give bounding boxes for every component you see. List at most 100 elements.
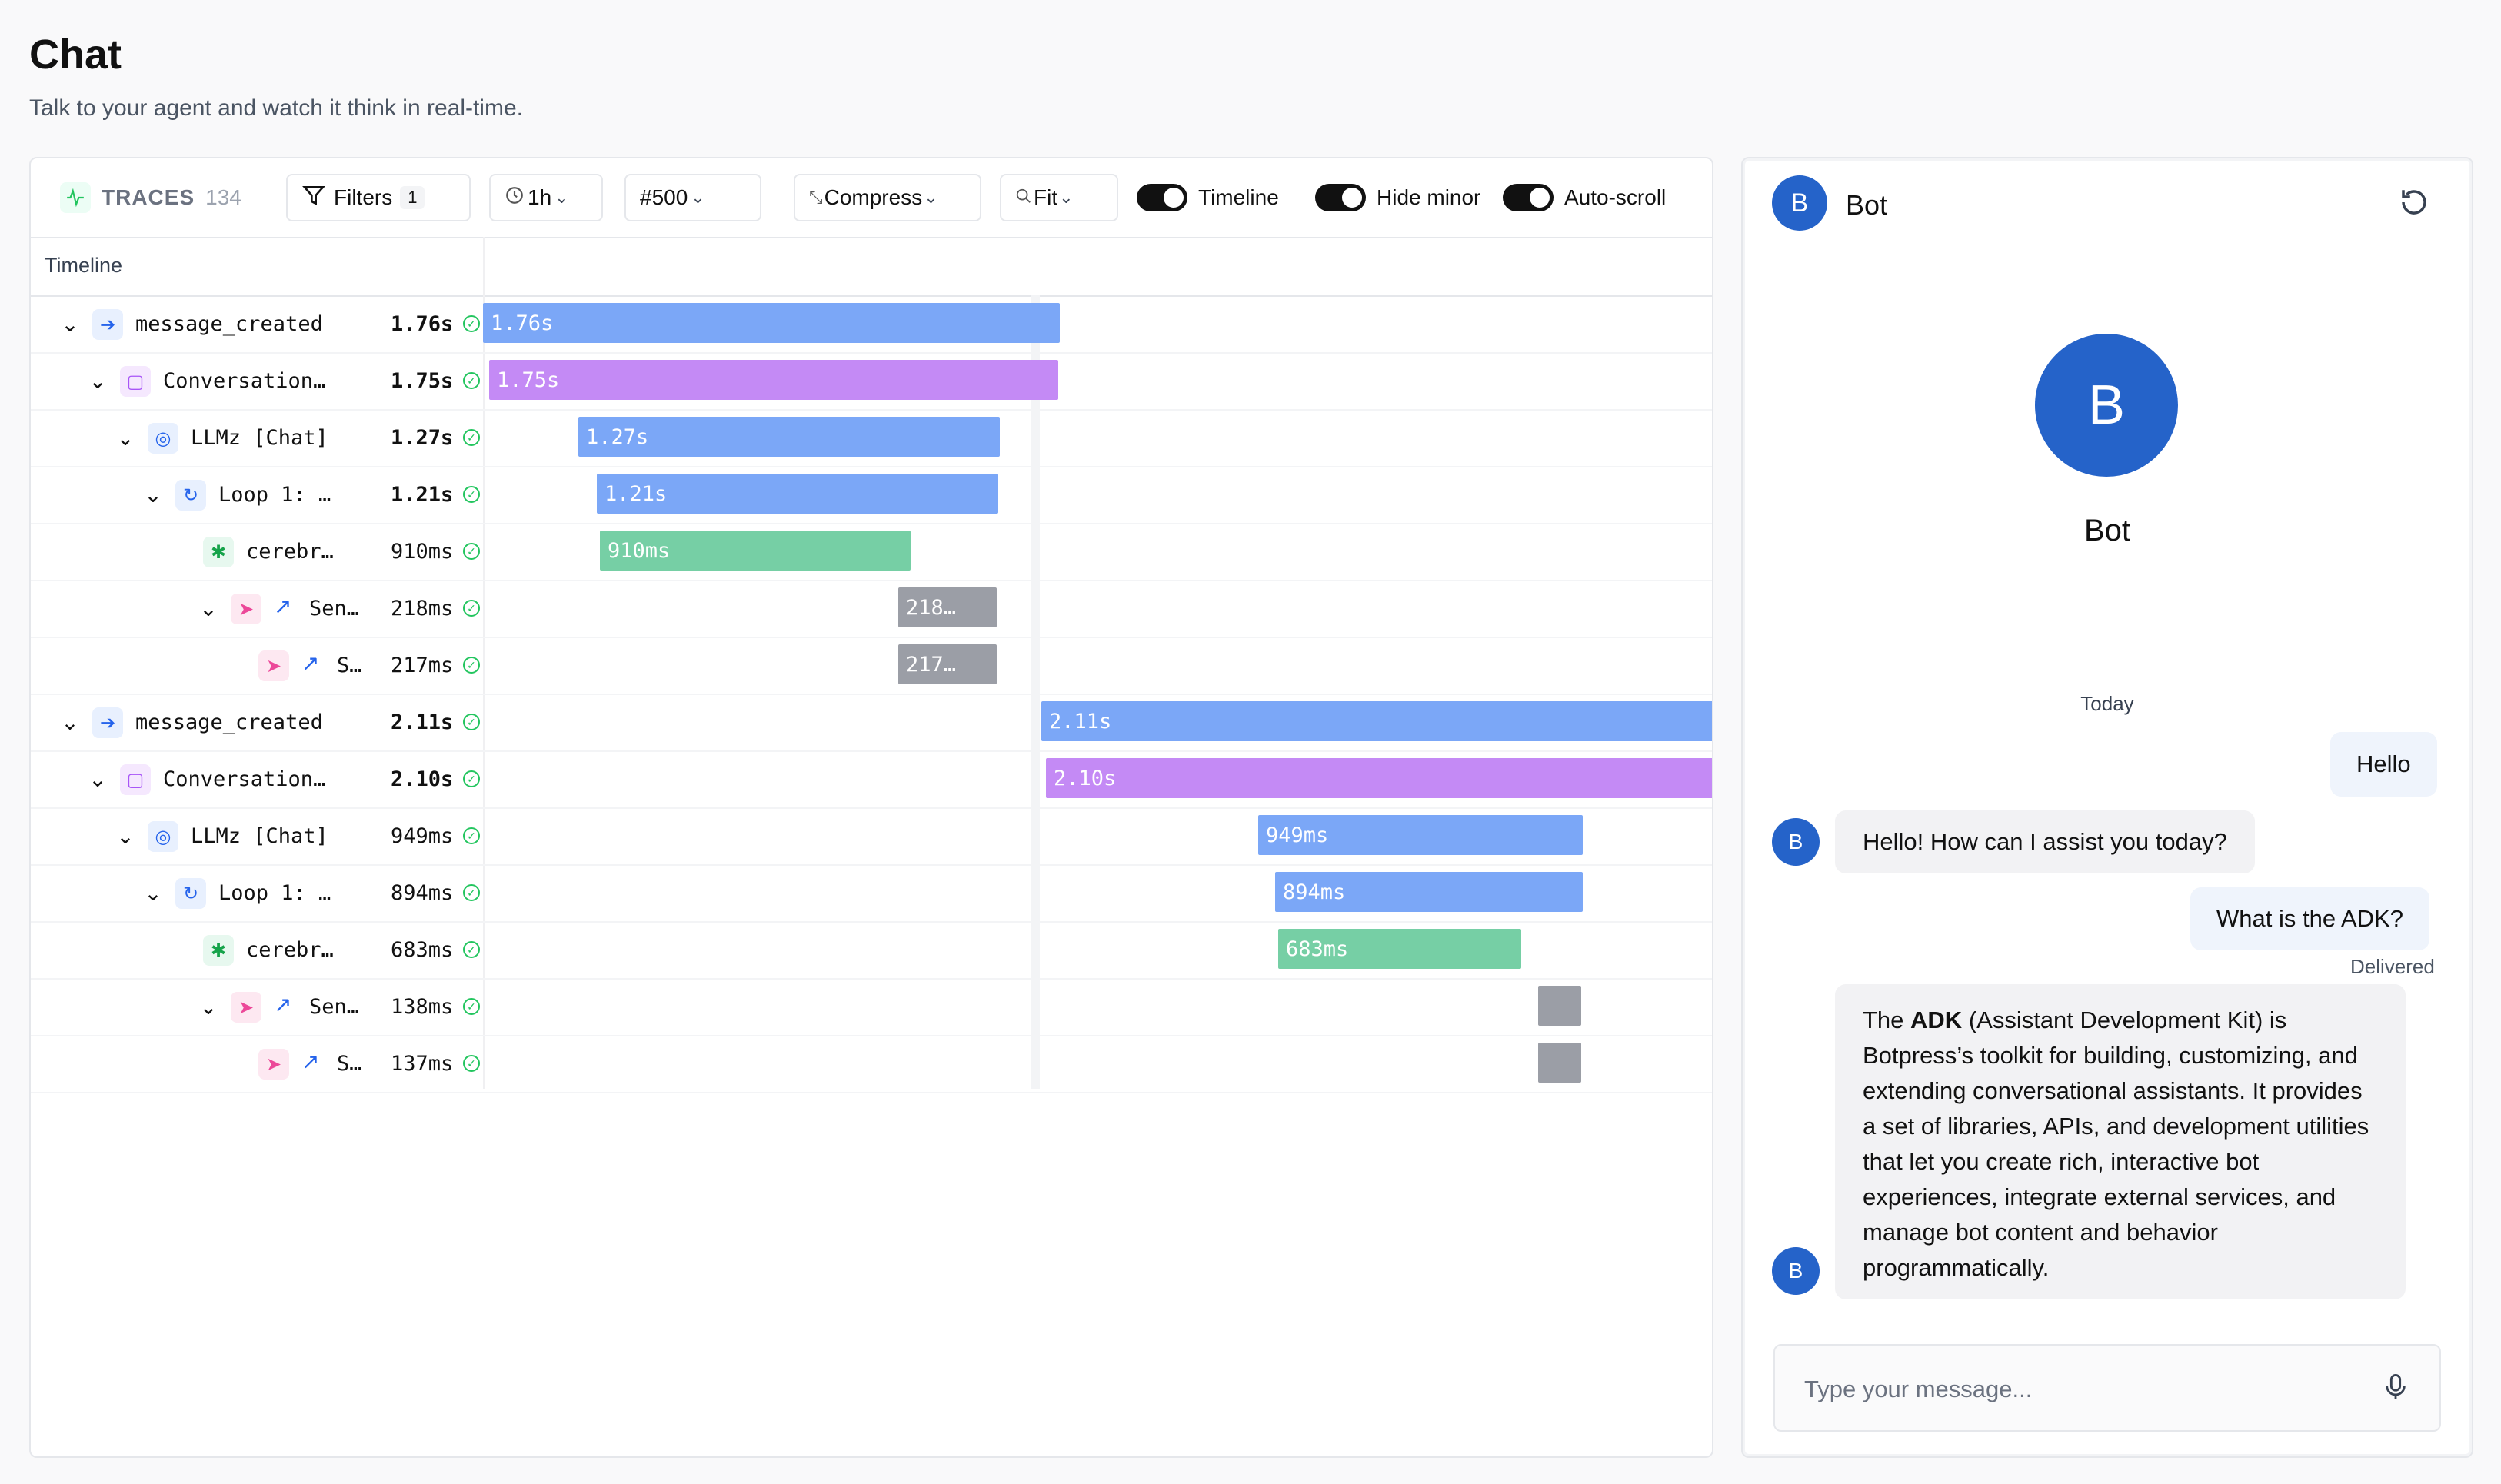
span-duration: 683ms <box>391 938 454 962</box>
message-input[interactable] <box>1803 1369 2344 1410</box>
hide-minor-label: Hide minor <box>1377 185 1481 209</box>
success-check-icon: ✓ <box>463 941 480 958</box>
trace-row[interactable]: ⌄ ▢ Conversation… 1.75s ✓ 1.75s <box>31 352 1712 411</box>
timeline-bar[interactable]: 1.27s <box>578 417 1000 457</box>
trace-row-label: ✱ cerebr… 910ms ✓ <box>31 523 483 580</box>
timeline-bar[interactable]: 218… <box>898 587 997 627</box>
chevron-down-icon[interactable]: ⌄ <box>199 596 218 621</box>
chevron-down-icon[interactable]: ⌄ <box>116 425 135 450</box>
auto-scroll-toggle[interactable]: Auto-scroll <box>1503 174 1666 221</box>
success-check-icon: ✓ <box>463 372 480 389</box>
timeline-toggle[interactable]: Timeline <box>1137 174 1279 221</box>
timeline-bar[interactable]: 2.11s <box>1041 701 1712 741</box>
trace-row-label: ⌄ ↻ Loop 1: … 894ms ✓ <box>31 864 483 921</box>
timeline-header-label: Timeline <box>45 254 123 277</box>
chevron-down-icon[interactable]: ⌄ <box>199 994 218 1019</box>
filters-count-badge: 1 <box>400 186 425 209</box>
success-check-icon: ✓ <box>463 315 480 332</box>
loop-icon: ↻ <box>175 480 206 511</box>
trace-row[interactable]: ⌄ ◎ LLMz [Chat] 1.27s ✓ 1.27s <box>31 409 1712 467</box>
user-message: Hello <box>2330 732 2437 797</box>
timeline-bar[interactable]: 894ms <box>1275 872 1583 912</box>
profile-name: Bot <box>2083 514 2131 547</box>
trace-row-label: ⌄ ➔ message_created 2.11s ✓ <box>31 694 483 750</box>
chevron-down-icon[interactable]: ⌄ <box>88 767 107 791</box>
trace-row[interactable]: ⌄ ↻ Loop 1: … 894ms ✓ 894ms <box>31 864 1712 923</box>
brain-icon: ◎ <box>148 821 178 852</box>
user-message: What is the ADK? <box>2190 887 2429 950</box>
fit-select[interactable]: Fit ⌄ <box>1000 174 1118 221</box>
timeline-bar[interactable] <box>1538 1043 1581 1083</box>
trace-row[interactable]: ⌄ ▢ Conversation… 2.10s ✓ 2.10s <box>31 750 1712 809</box>
span-duration: 949ms <box>391 824 454 848</box>
filters-label: Filters <box>334 185 393 209</box>
chevron-down-icon[interactable]: ⌄ <box>116 824 135 848</box>
send-icon: ➤ <box>258 650 289 681</box>
filters-button[interactable]: Filters 1 <box>286 174 471 221</box>
timeline-bar[interactable]: 1.76s <box>483 303 1060 343</box>
send-icon: ➤ <box>231 992 261 1023</box>
timeline-switch[interactable] <box>1137 184 1187 211</box>
chevron-down-icon[interactable]: ⌄ <box>88 368 107 393</box>
timeline-bar[interactable]: 910ms <box>600 531 911 571</box>
trace-row[interactable]: ⌄ ➤ ↗ Sen… 218ms ✓ 218… <box>31 580 1712 638</box>
trace-row[interactable]: ⌄ ➔ message_created 2.11s ✓ 2.11s <box>31 694 1712 752</box>
span-duration: 910ms <box>391 540 454 564</box>
span-duration: 138ms <box>391 995 454 1019</box>
chevron-down-icon[interactable]: ⌄ <box>144 482 162 507</box>
trace-row-label: ➤ ↗ S… 217ms ✓ <box>31 637 483 694</box>
auto-scroll-switch[interactable] <box>1503 184 1554 211</box>
bot-message-avatar: B <box>1772 818 1820 866</box>
message-text: Hello <box>2356 750 2411 777</box>
success-check-icon: ✓ <box>463 657 480 674</box>
trace-row[interactable]: ⌄ ↻ Loop 1: … 1.21s ✓ 1.21s <box>31 466 1712 524</box>
trace-row-label: ✱ cerebr… 683ms ✓ <box>31 921 483 978</box>
span-duration: 1.27s <box>391 426 454 450</box>
hide-minor-switch[interactable] <box>1315 184 1366 211</box>
trace-row[interactable]: ⌄ ◎ LLMz [Chat] 949ms ✓ 949ms <box>31 807 1712 866</box>
event-icon: ➔ <box>92 707 123 738</box>
span-duration: 1.21s <box>391 483 454 507</box>
chat-header-title: Bot <box>1846 189 1888 221</box>
trace-row-label: ➤ ↗ S… 137ms ✓ <box>31 1035 483 1092</box>
auto-scroll-label: Auto-scroll <box>1564 185 1667 209</box>
brain-icon: ◎ <box>148 423 178 454</box>
success-check-icon: ✓ <box>463 486 480 503</box>
limit-select[interactable]: #500 ⌄ <box>624 174 761 221</box>
trace-row-label: ⌄ ▢ Conversation… 2.10s ✓ <box>31 750 483 807</box>
timeline-bar[interactable]: 1.75s <box>489 360 1058 400</box>
trace-row[interactable]: ➤ ↗ S… 137ms ✓ <box>31 1035 1712 1093</box>
refresh-icon[interactable] <box>2398 186 2430 226</box>
zoom-icon <box>1015 185 1032 210</box>
outgoing-arrow-icon: ↗ <box>274 993 292 1017</box>
trace-row-label: ⌄ ↻ Loop 1: … 1.21s ✓ <box>31 466 483 523</box>
timeline-bar[interactable]: 949ms <box>1258 815 1583 855</box>
cognitive-icon: ✱ <box>203 935 234 966</box>
timeline-bar[interactable]: 217… <box>898 644 997 684</box>
trace-row[interactable]: ✱ cerebr… 683ms ✓ 683ms <box>31 921 1712 980</box>
span-name: Conversation… <box>163 369 326 393</box>
time-range-select[interactable]: 1h ⌄ <box>489 174 603 221</box>
bot-message: Hello! How can I assist you today? <box>1835 810 2255 873</box>
chevron-down-icon: ⌄ <box>1059 188 1074 207</box>
chevron-down-icon[interactable]: ⌄ <box>144 880 162 905</box>
microphone-icon[interactable] <box>2383 1372 2409 1409</box>
chevron-down-icon[interactable]: ⌄ <box>61 710 79 734</box>
timeline-bar[interactable]: 2.10s <box>1046 758 1712 798</box>
timeline-bar[interactable]: 1.21s <box>597 474 998 514</box>
hide-minor-toggle[interactable]: Hide minor <box>1315 174 1480 221</box>
timeline-bar[interactable]: 683ms <box>1278 929 1521 969</box>
chevron-down-icon[interactable]: ⌄ <box>61 311 79 336</box>
trace-row[interactable]: ➤ ↗ S… 217ms ✓ 217… <box>31 637 1712 695</box>
span-name: Loop 1: … <box>218 881 331 905</box>
chevron-down-icon: ⌄ <box>924 188 938 207</box>
timeline-bar[interactable] <box>1538 986 1581 1026</box>
compress-select[interactable]: ⤡ Compress ⌄ <box>794 174 981 221</box>
trace-row[interactable]: ✱ cerebr… 910ms ✓ 910ms <box>31 523 1712 581</box>
trace-row[interactable]: ⌄ ➤ ↗ Sen… 138ms ✓ <box>31 978 1712 1036</box>
success-check-icon: ✓ <box>463 884 480 901</box>
success-check-icon: ✓ <box>463 714 480 730</box>
trace-row-label: ⌄ ◎ LLMz [Chat] 1.27s ✓ <box>31 409 483 466</box>
trace-row[interactable]: ⌄ ➔ message_created 1.76s ✓ 1.76s <box>31 295 1712 354</box>
fit-label: Fit <box>1034 185 1058 209</box>
